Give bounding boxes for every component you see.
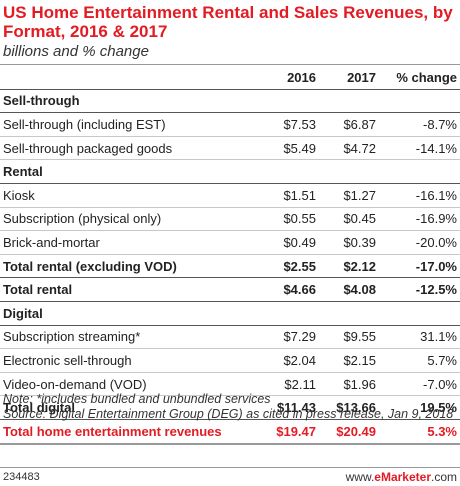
footer: 234483 www.eMarketer.com xyxy=(0,467,460,486)
section-header-row: Digital xyxy=(0,301,460,326)
value-2016: $2.55 xyxy=(262,254,320,279)
row-label: Total rental xyxy=(0,277,262,302)
value-2016: $7.53 xyxy=(262,112,320,137)
page-subtitle: billions and % change xyxy=(3,43,149,60)
value-2017: $4.08 xyxy=(320,277,380,302)
value-2016: $7.29 xyxy=(262,325,320,350)
value-2017: $0.45 xyxy=(320,207,380,232)
value-2016: $2.11 xyxy=(262,372,320,397)
table-row: Brick-and-mortar $0.49 $0.39 -20.0% xyxy=(0,230,460,255)
value-2016: $5.49 xyxy=(262,136,320,161)
row-label: Sell-through packaged goods xyxy=(0,136,262,161)
value-2016 xyxy=(262,89,320,114)
total-row: Total digital $11.43 $13.66 19.5% xyxy=(0,395,460,420)
value-2016 xyxy=(262,301,320,326)
table-body: 2016 2017 % change Sell-through Sell-thro… xyxy=(0,66,460,445)
value-change: 5.7% xyxy=(380,348,460,373)
value-change: 19.5% xyxy=(380,395,460,420)
total-row: Total home entertainment revenues $19.47 $… xyxy=(0,419,460,445)
header-2016: 2016 xyxy=(262,66,320,90)
table-row: Electronic sell-through $2.04 $2.15 5.7% xyxy=(0,348,460,373)
row-label: Sell-through (including EST) xyxy=(0,112,262,137)
value-2016: $19.47 xyxy=(262,419,320,445)
value-2017: $0.39 xyxy=(320,230,380,255)
table-row: Subscription streaming* $7.29 $9.55 31.1% xyxy=(0,325,460,350)
value-2016 xyxy=(262,159,320,184)
value-2017: $4.72 xyxy=(320,136,380,161)
value-2017: $6.87 xyxy=(320,112,380,137)
total-row: Total rental $4.66 $4.08 -12.5% xyxy=(0,277,460,302)
row-label: Kiosk xyxy=(0,183,262,208)
value-change: -14.1% xyxy=(380,136,460,161)
table-header-row: 2016 2017 % change xyxy=(0,66,460,90)
value-2016: $0.49 xyxy=(262,230,320,255)
section-header-row: Sell-through xyxy=(0,89,460,114)
row-label: Total home entertainment revenues xyxy=(0,419,262,445)
page-title: US Home Entertainment Rental and Sales R… xyxy=(3,3,453,41)
brand-prefix: www. xyxy=(345,470,375,484)
row-label: Subscription streaming* xyxy=(0,325,262,350)
row-label: Total rental (excluding VOD) xyxy=(0,254,262,279)
row-label: Digital xyxy=(0,301,262,326)
value-2016: $2.04 xyxy=(262,348,320,373)
table-row: Subscription (physical only) $0.55 $0.45 -1… xyxy=(0,207,460,232)
brand-suffix: .com xyxy=(430,470,457,484)
table-row: Sell-through packaged goods $5.49 $4.72 -14… xyxy=(0,136,460,161)
top-divider xyxy=(0,64,460,65)
value-2017: $13.66 xyxy=(320,395,380,420)
source-text: Source: Digital Entertainment Group (DEG… xyxy=(3,407,454,421)
value-change xyxy=(380,301,460,326)
value-change: -16.9% xyxy=(380,207,460,232)
value-2017 xyxy=(320,301,380,326)
value-change xyxy=(380,89,460,114)
value-2017: $2.15 xyxy=(320,348,380,373)
row-label: Electronic sell-through xyxy=(0,348,262,373)
value-change: 5.3% xyxy=(380,419,460,445)
value-2017: $1.96 xyxy=(320,372,380,397)
value-2017: $20.49 xyxy=(320,419,380,445)
section-header-row: Rental xyxy=(0,159,460,184)
value-2016: $0.55 xyxy=(262,207,320,232)
total-row: Total rental (excluding VOD) $2.55 $2.12 -1… xyxy=(0,254,460,279)
value-change: -8.7% xyxy=(380,112,460,137)
value-change: -17.0% xyxy=(380,254,460,279)
value-2017: $1.27 xyxy=(320,183,380,208)
header-2017: 2017 xyxy=(320,66,380,90)
value-2017 xyxy=(320,159,380,184)
row-label: Total digital xyxy=(0,395,262,420)
table-row: Sell-through (including EST) $7.53 $6.87 -8… xyxy=(0,112,460,137)
chart-id: 234483 xyxy=(3,471,40,483)
value-change: 31.1% xyxy=(380,325,460,350)
brand-logo: www.eMarketer.com xyxy=(346,470,457,484)
revenue-table: 2016 2017 % change Sell-through Sell-thro… xyxy=(0,66,460,445)
brand-name: eMarketer xyxy=(374,470,431,484)
row-label: Rental xyxy=(0,159,262,184)
table-row: Video-on-demand (VOD) $2.11 $1.96 -7.0% xyxy=(0,372,460,397)
value-change: -7.0% xyxy=(380,372,460,397)
value-2017 xyxy=(320,89,380,114)
value-2016: $4.66 xyxy=(262,277,320,302)
header-change: % change xyxy=(380,66,460,90)
note-text: Note: *includes bundled and unbundled se… xyxy=(3,392,271,406)
header-label-cell xyxy=(0,66,262,90)
notes-block: Note: *includes bundled and unbundled se… xyxy=(3,392,458,422)
row-label: Video-on-demand (VOD) xyxy=(0,372,262,397)
value-change: -16.1% xyxy=(380,183,460,208)
value-change: -12.5% xyxy=(380,277,460,302)
value-change: -20.0% xyxy=(380,230,460,255)
value-2016: $1.51 xyxy=(262,183,320,208)
value-2017: $2.12 xyxy=(320,254,380,279)
row-label: Subscription (physical only) xyxy=(0,207,262,232)
value-change xyxy=(380,159,460,184)
row-label: Sell-through xyxy=(0,89,262,114)
value-2016: $11.43 xyxy=(262,395,320,420)
row-label: Brick-and-mortar xyxy=(0,230,262,255)
table-row: Kiosk $1.51 $1.27 -16.1% xyxy=(0,183,460,208)
value-2017: $9.55 xyxy=(320,325,380,350)
